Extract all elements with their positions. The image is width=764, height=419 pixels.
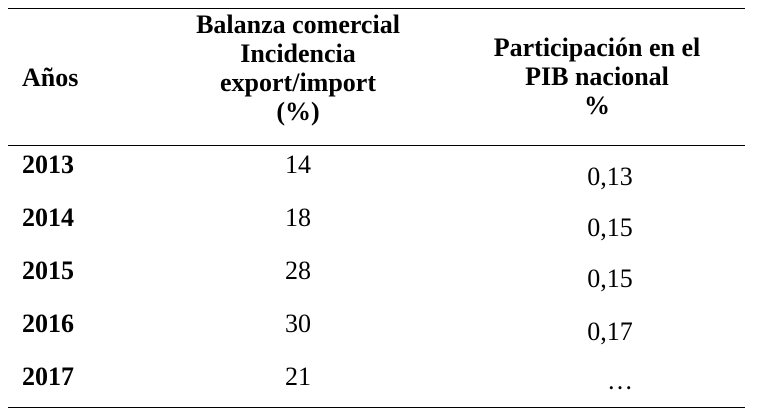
cell-pib: 0,15 <box>587 264 633 293</box>
header-balance-line-1: Balanza comercial <box>196 10 400 39</box>
table-row: 2016 30 0,17 <box>0 309 764 349</box>
header-pib-line-1: Participación en el <box>493 33 701 62</box>
table-row: 2014 18 0,15 <box>0 203 764 243</box>
header-balance: Balanza comercial Incidencia export/impo… <box>170 10 426 126</box>
cell-year: 2014 <box>22 203 74 232</box>
header-pib-line-2: PIB nacional <box>525 62 669 91</box>
cell-balance: 28 <box>285 256 311 285</box>
cell-year: 2015 <box>22 256 74 285</box>
cell-pib: … <box>607 366 633 395</box>
cell-balance: 18 <box>285 203 311 232</box>
cell-year: 2013 <box>22 150 74 179</box>
table-top-rule <box>8 8 745 9</box>
cell-year: 2017 <box>22 362 74 391</box>
header-years-label: Años <box>22 63 79 92</box>
header-balance-line-3: export/import <box>220 68 376 97</box>
header-balance-line-4: (%) <box>276 97 320 126</box>
cell-pib: 0,15 <box>587 213 633 242</box>
table-row: 2013 14 0,13 <box>0 150 764 191</box>
header-balance-line-2: Incidencia <box>240 39 356 68</box>
table-row: 2015 28 0,15 <box>0 256 764 296</box>
cell-balance: 30 <box>285 309 311 338</box>
cell-balance: 21 <box>285 362 311 391</box>
cell-pib: 0,13 <box>587 162 633 191</box>
header-years: Años <box>22 63 78 92</box>
table-bottom-rule <box>8 407 745 408</box>
header-pib: Participación en el PIB nacional % <box>468 33 726 120</box>
header-pib-line-3: % <box>584 91 610 120</box>
table-row: 2017 21 … <box>0 362 764 402</box>
cell-pib: 0,17 <box>587 317 633 346</box>
table-header-rule <box>8 145 745 146</box>
cell-balance: 14 <box>285 150 311 179</box>
cell-year: 2016 <box>22 309 74 338</box>
